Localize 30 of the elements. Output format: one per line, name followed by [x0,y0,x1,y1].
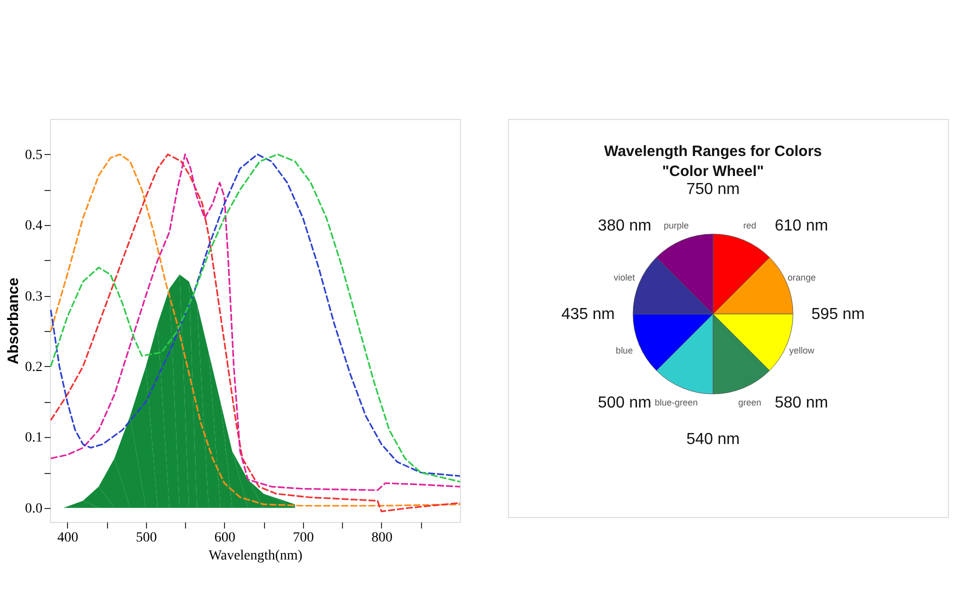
x-tick-label: 500 [136,530,157,546]
text: 610 nm [774,218,828,235]
text: 540 nm [686,431,740,448]
slice-label: yellow [789,346,815,356]
text: 595 nm [811,306,865,323]
text: 750 nm [686,181,740,198]
slice-label: purple [664,220,689,230]
text: 435 nm [561,306,615,323]
y-tick-label: 0.3 [25,289,42,304]
text: 500 nm [598,394,652,412]
slice-label: red [743,220,756,230]
y-tick-label: 0.1 [25,430,42,446]
slice-label: orange [788,272,816,282]
y-tick-label: 0.5 [25,148,42,163]
y-tick-label: 0.2 [25,360,42,375]
slice-label: violet [614,272,636,282]
x-tick-label: 800 [371,530,392,546]
text: 580 nm [774,394,828,412]
x-tick-label: 600 [214,530,236,546]
chart-title: Wavelength Ranges for Colors "Color Wheel" [604,143,822,180]
slice-label: blue [616,346,633,356]
text: 380 nm [598,218,652,235]
slice-label: blue-green [654,398,698,408]
slice-label: green [738,398,762,408]
x-tick-label: 400 [57,530,78,546]
x-axis-title: Wavelength(nm) [208,548,303,564]
x-tick-label: 700 [292,530,314,546]
y-tick-label: 0.4 [25,218,42,234]
y-tick-label: 0.0 [25,501,42,516]
y-axis-title: Absorbance [5,278,22,364]
